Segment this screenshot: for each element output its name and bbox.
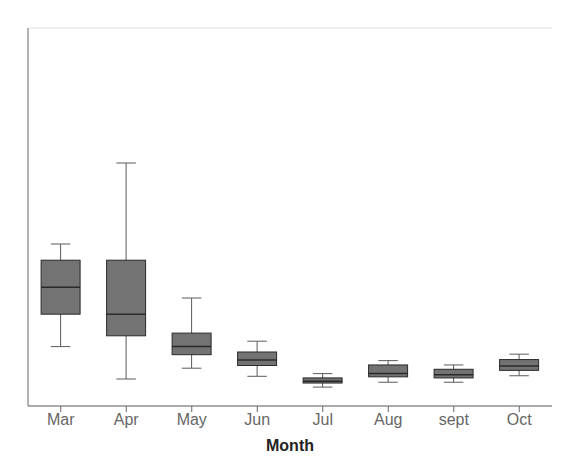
svg-text:Oct: Oct — [507, 411, 532, 428]
svg-text:Apr: Apr — [114, 411, 140, 428]
svg-text:Jun: Jun — [244, 411, 270, 428]
svg-text:May: May — [177, 411, 207, 428]
svg-text:Aug: Aug — [374, 411, 402, 428]
svg-text:Mar: Mar — [47, 411, 75, 428]
svg-text:sept: sept — [439, 411, 470, 428]
svg-text:Jul: Jul — [313, 411, 333, 428]
svg-text:Month: Month — [266, 437, 314, 454]
